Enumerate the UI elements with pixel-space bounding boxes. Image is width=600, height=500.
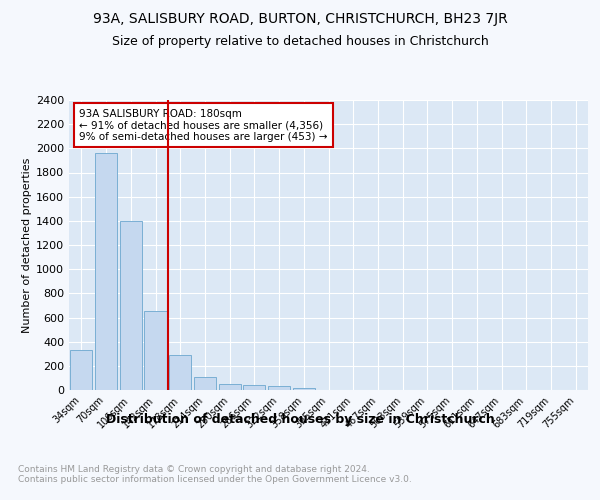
Bar	[243, 385, 265, 390]
Text: Size of property relative to detached houses in Christchurch: Size of property relative to detached ho…	[112, 35, 488, 48]
Bar	[268, 386, 290, 390]
Bar	[169, 355, 191, 390]
Bar	[145, 312, 167, 390]
Bar	[95, 153, 117, 390]
Y-axis label: Number of detached properties: Number of detached properties	[22, 158, 32, 332]
Text: 93A SALISBURY ROAD: 180sqm
← 91% of detached houses are smaller (4,356)
9% of se: 93A SALISBURY ROAD: 180sqm ← 91% of deta…	[79, 108, 328, 142]
Bar	[119, 221, 142, 390]
Bar	[194, 376, 216, 390]
Bar	[70, 350, 92, 390]
Text: 93A, SALISBURY ROAD, BURTON, CHRISTCHURCH, BH23 7JR: 93A, SALISBURY ROAD, BURTON, CHRISTCHURC…	[92, 12, 508, 26]
Bar	[218, 384, 241, 390]
Bar	[293, 388, 315, 390]
Text: Contains HM Land Registry data © Crown copyright and database right 2024.
Contai: Contains HM Land Registry data © Crown c…	[18, 465, 412, 484]
Text: Distribution of detached houses by size in Christchurch: Distribution of detached houses by size …	[106, 412, 494, 426]
